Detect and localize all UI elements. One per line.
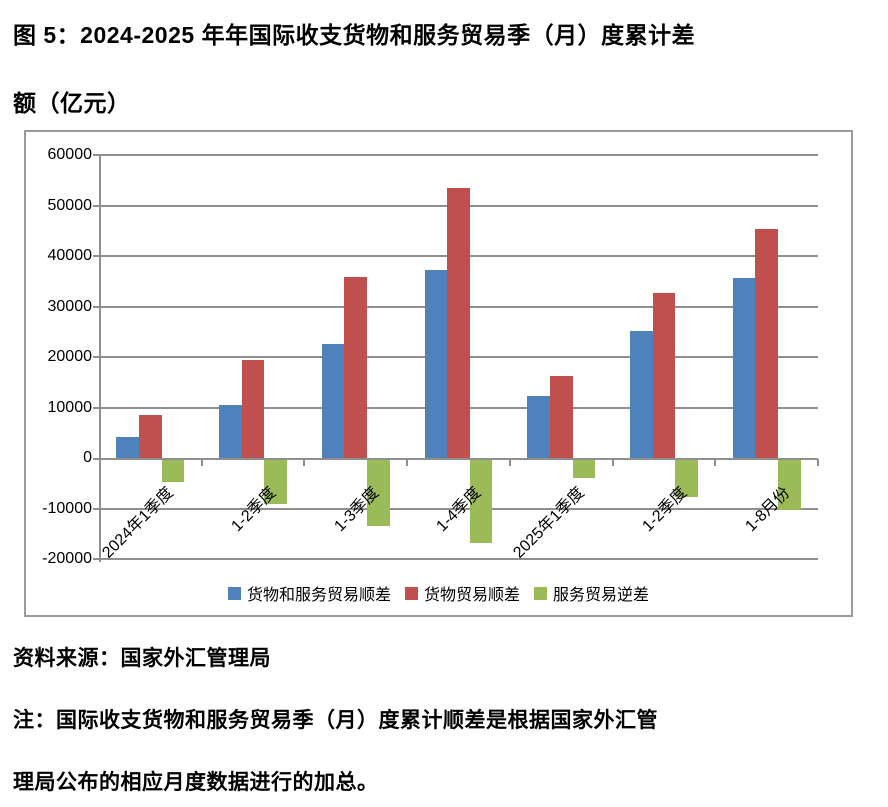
bar-货物和服务贸易顺差-1-3季度 — [321, 343, 345, 458]
bar-货物贸易顺差-1-3季度 — [344, 277, 368, 458]
bar-服务贸易逆差-1-3季度 — [367, 460, 390, 526]
note-line1: 注：国际收支货物和服务贸易季（月）度累计顺差是根据国家外汇管 — [13, 709, 658, 732]
gridline-60000 — [93, 154, 818, 156]
bar-服务贸易逆差-2025年1季度 — [572, 460, 596, 479]
bar-货物贸易顺差-1-2季度 — [241, 360, 265, 458]
bar-服务贸易逆差-2024年1季度 — [161, 460, 185, 482]
bar-服务贸易逆差-1-4季度 — [469, 460, 493, 543]
bar-货物和服务贸易顺差-1-8月份 — [732, 277, 756, 458]
bar-货物和服务贸易顺差-1-4季度 — [424, 269, 448, 458]
x-axis-tick — [303, 459, 306, 466]
bar-货物和服务贸易顺差-2025年1季度 — [527, 395, 550, 458]
x-axis-line — [93, 458, 818, 460]
bar-货物贸易顺差-2024年1季度 — [139, 414, 162, 458]
figure-title-line2: 额（亿元） — [13, 90, 131, 116]
legend-swatch-icon — [534, 586, 547, 600]
chart-frame: 货物和服务贸易顺差 货物贸易顺差 服务贸易逆差 60000 50000 40000 300… — [24, 130, 853, 617]
legend-label: 货物贸易顺差 — [423, 587, 520, 604]
bar-服务贸易逆差-1-2季度 — [264, 460, 287, 505]
bar-服务贸易逆差-1-2季度 — [675, 460, 698, 498]
legend-item-货物和服务贸易顺差: 货物和服务贸易顺差 — [227, 581, 391, 605]
gridline--20000 — [93, 558, 818, 560]
y-tick-label: 10000 — [47, 398, 93, 416]
legend-swatch-icon — [404, 586, 418, 600]
figure-title-line1: 图 5：2024-2025 年年国际收支货物和服务贸易季（月）度累计差 — [13, 22, 696, 48]
bar-服务贸易逆差-1-8月份 — [777, 460, 801, 510]
x-axis-tick — [200, 459, 203, 466]
bar-货物和服务贸易顺差-1-2季度 — [219, 404, 242, 458]
x-axis-tick — [406, 459, 409, 466]
source-line: 资料来源：国家外汇管理局 — [13, 647, 271, 670]
y-tick-label: 30000 — [47, 297, 93, 315]
chart-legend: 货物和服务贸易顺差 货物贸易顺差 服务贸易逆差 — [26, 581, 851, 605]
bar-货物贸易顺差-2025年1季度 — [549, 376, 573, 458]
y-tick-label: 0 — [83, 449, 92, 466]
legend-item-服务贸易逆差: 服务贸易逆差 — [534, 581, 649, 605]
x-axis-tick — [714, 459, 717, 466]
bar-货物和服务贸易顺差-2024年1季度 — [116, 436, 140, 458]
x-category-label: 2025年1季度 — [510, 484, 588, 562]
y-tick-label: 20000 — [47, 348, 93, 365]
x-category-label: 2024年1季度 — [99, 484, 177, 562]
y-tick-label: 50000 — [47, 196, 93, 214]
x-axis-tick — [817, 459, 819, 466]
y-tick-label: -20000 — [42, 550, 92, 567]
bar-货物贸易顺差-1-4季度 — [447, 187, 470, 458]
bar-货物贸易顺差-1-2季度 — [652, 292, 676, 458]
y-tick-label: 60000 — [47, 146, 93, 163]
legend-swatch-icon — [227, 586, 241, 600]
bar-货物和服务贸易顺差-1-2季度 — [630, 330, 653, 458]
y-axis-line — [99, 155, 101, 562]
x-axis-tick — [611, 459, 614, 466]
y-tick-label: -10000 — [42, 499, 92, 517]
legend-label: 服务贸易逆差 — [553, 587, 650, 604]
legend-item-货物贸易顺差: 货物贸易顺差 — [404, 581, 520, 605]
bar-货物贸易顺差-1-8月份 — [755, 228, 778, 458]
legend-label: 货物和服务贸易顺差 — [246, 587, 391, 604]
gridline--10000 — [93, 507, 818, 510]
note-line2: 理局公布的相应月度数据进行的加总。 — [13, 771, 379, 794]
y-tick-label: 40000 — [47, 247, 93, 264]
x-axis-tick — [508, 459, 511, 466]
